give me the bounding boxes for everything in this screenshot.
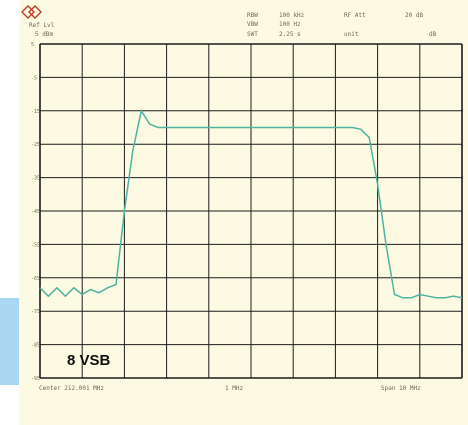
y-tick-label: -15 — [31, 109, 40, 115]
ref-level-value: 5 dBm — [35, 31, 54, 38]
y-tick-label: -45 — [31, 209, 40, 215]
spectrum-plot: 5 -5 -15 -25 -35 -45 -55 -65 -75 -85 -95 — [21, 5, 463, 382]
vbw-label: VBW — [247, 21, 258, 28]
unit-label: unit — [344, 31, 359, 38]
rf-att-label: RF Att — [344, 12, 366, 19]
rbw-label: RBW — [247, 12, 258, 19]
vbw-value: 100 Hz — [279, 21, 301, 28]
chart-title-label: 8 VSB — [67, 352, 111, 369]
rohde-schwarz-logo — [21, 5, 42, 19]
swt-label: SWT — [247, 31, 258, 38]
swt-value: 2.25 s — [279, 31, 301, 38]
y-tick-label: -75 — [31, 309, 40, 315]
y-tick-label: -65 — [31, 276, 40, 282]
y-tick-labels: 5 -5 -15 -25 -35 -45 -55 -65 -75 -85 -95 — [31, 42, 40, 382]
rbw-value: 100 kHz — [279, 12, 305, 19]
y-tick-label: -25 — [31, 142, 40, 148]
y-tick-label: 5 — [31, 42, 34, 48]
frequency-per-division: 1 MHz — [225, 385, 244, 392]
rf-att-value: 20 dB — [405, 12, 424, 19]
unit-value: dB — [429, 31, 437, 38]
ref-level-label: Ref Lvl — [29, 22, 55, 29]
frequency-span: Span 10 MHz — [381, 385, 421, 392]
y-tick-label: -5 — [31, 75, 37, 81]
graticule — [39, 43, 463, 379]
y-tick-label: -35 — [31, 176, 40, 182]
y-tick-label: -95 — [31, 376, 40, 382]
y-tick-label: -55 — [31, 242, 40, 248]
center-frequency: Center 212.001 MHz — [39, 385, 105, 392]
analyzer-screen: 5 -5 -15 -25 -35 -45 -55 -65 -75 -85 -95 Ref Lvl 5… — [19, 0, 468, 425]
spectrum-trace — [39, 108, 463, 299]
y-tick-label: -85 — [31, 343, 40, 349]
left-accent-band — [0, 298, 19, 385]
